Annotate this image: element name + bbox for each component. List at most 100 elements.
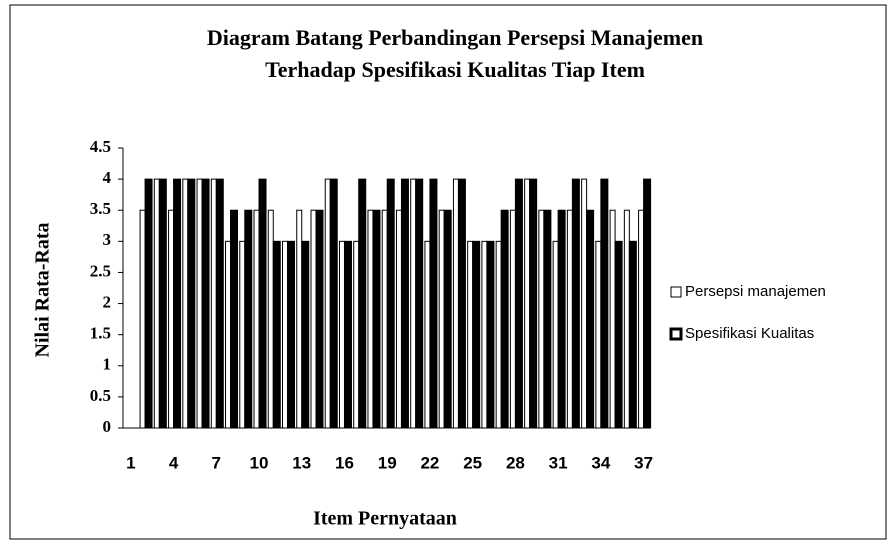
bar bbox=[643, 178, 652, 429]
bar bbox=[210, 178, 217, 429]
bar bbox=[424, 240, 431, 429]
bar bbox=[287, 240, 296, 429]
y-tick-label: 2 bbox=[103, 292, 112, 311]
bar bbox=[381, 209, 388, 429]
x-tick-label: 31 bbox=[549, 453, 568, 472]
bar bbox=[139, 209, 146, 429]
bar bbox=[543, 209, 552, 429]
chart-title: Terhadap Spesifikasi Kualitas Tiap Item bbox=[265, 57, 645, 82]
x-tick-label: 19 bbox=[378, 453, 397, 472]
legend-label: Spesifikasi Kualitas bbox=[685, 325, 814, 342]
y-tick-label: 1.5 bbox=[90, 324, 111, 343]
legend-swatch bbox=[669, 327, 683, 341]
bar bbox=[514, 178, 523, 429]
y-tick-label: 2.5 bbox=[90, 261, 111, 280]
x-tick-label: 22 bbox=[420, 453, 439, 472]
y-tick-label: 3 bbox=[103, 230, 112, 249]
bar bbox=[415, 178, 424, 429]
bar bbox=[338, 240, 345, 429]
bar bbox=[315, 209, 324, 429]
bar bbox=[600, 178, 609, 429]
x-tick-label: 7 bbox=[212, 453, 221, 472]
x-tick-label: 10 bbox=[250, 453, 269, 472]
y-tick-label: 1 bbox=[103, 355, 112, 374]
y-tick-label: 0.5 bbox=[90, 386, 111, 405]
bar bbox=[253, 209, 260, 429]
bar bbox=[196, 178, 203, 429]
bar bbox=[372, 209, 381, 429]
bar bbox=[452, 178, 459, 429]
bar bbox=[571, 178, 580, 429]
bar bbox=[144, 178, 153, 429]
x-tick-label: 4 bbox=[169, 453, 179, 472]
x-tick-label: 13 bbox=[292, 453, 311, 472]
x-tick-label: 25 bbox=[463, 453, 482, 472]
bar bbox=[457, 178, 466, 429]
bar bbox=[509, 209, 516, 429]
x-tick-label: 34 bbox=[591, 453, 610, 472]
bar bbox=[267, 209, 274, 429]
bar bbox=[310, 209, 317, 429]
bar bbox=[386, 178, 395, 429]
bar bbox=[324, 178, 331, 429]
bar bbox=[239, 240, 246, 429]
bar bbox=[182, 178, 189, 429]
bar bbox=[429, 178, 438, 429]
bar bbox=[638, 209, 645, 429]
x-tick-label: 16 bbox=[335, 453, 354, 472]
bar bbox=[272, 240, 281, 429]
legend-label: Persepsi manajemen bbox=[685, 283, 826, 300]
bar bbox=[438, 209, 445, 429]
bar bbox=[230, 209, 239, 429]
y-tick-label: 4.5 bbox=[90, 137, 111, 156]
bar bbox=[566, 209, 573, 429]
bar bbox=[358, 178, 367, 429]
bar bbox=[301, 240, 310, 429]
y-axis-title: Nilai Rata-Rata bbox=[32, 223, 54, 358]
bar bbox=[595, 240, 602, 429]
bar bbox=[410, 178, 417, 429]
bar bbox=[168, 209, 175, 429]
bar bbox=[187, 178, 196, 429]
bar bbox=[201, 178, 210, 429]
bar bbox=[552, 240, 559, 429]
bar bbox=[557, 209, 566, 429]
bar bbox=[586, 209, 595, 429]
bar bbox=[623, 209, 630, 429]
legend-swatch bbox=[670, 286, 682, 298]
bar bbox=[367, 209, 374, 429]
bar bbox=[524, 178, 531, 429]
bar bbox=[296, 209, 303, 429]
x-tick-label: 1 bbox=[126, 453, 135, 472]
x-tick-label: 28 bbox=[506, 453, 525, 472]
bar bbox=[225, 240, 232, 429]
x-tick-label: 37 bbox=[634, 453, 653, 472]
bar bbox=[481, 240, 488, 429]
x-axis-title: Item Pernyataan bbox=[313, 508, 457, 530]
bar bbox=[329, 178, 338, 429]
bar bbox=[343, 240, 352, 429]
bar bbox=[173, 178, 182, 429]
chart-title: Diagram Batang Perbandingan Persepsi Man… bbox=[207, 25, 703, 50]
bar bbox=[529, 178, 538, 429]
bar bbox=[395, 209, 402, 429]
y-tick-label: 3.5 bbox=[90, 199, 111, 218]
bar bbox=[538, 209, 545, 429]
bar bbox=[400, 178, 409, 429]
bar bbox=[443, 209, 452, 429]
bar bbox=[467, 240, 474, 429]
bar bbox=[500, 209, 509, 429]
bar bbox=[158, 178, 167, 429]
bar bbox=[614, 240, 623, 429]
bar bbox=[472, 240, 481, 429]
y-tick-label: 4 bbox=[103, 168, 112, 187]
bar bbox=[581, 178, 588, 429]
bar bbox=[258, 178, 267, 429]
bar bbox=[609, 209, 616, 429]
bar bbox=[486, 240, 495, 429]
bar bbox=[353, 240, 360, 429]
bar bbox=[244, 209, 253, 429]
bar bbox=[282, 240, 289, 429]
bar bbox=[153, 178, 160, 429]
